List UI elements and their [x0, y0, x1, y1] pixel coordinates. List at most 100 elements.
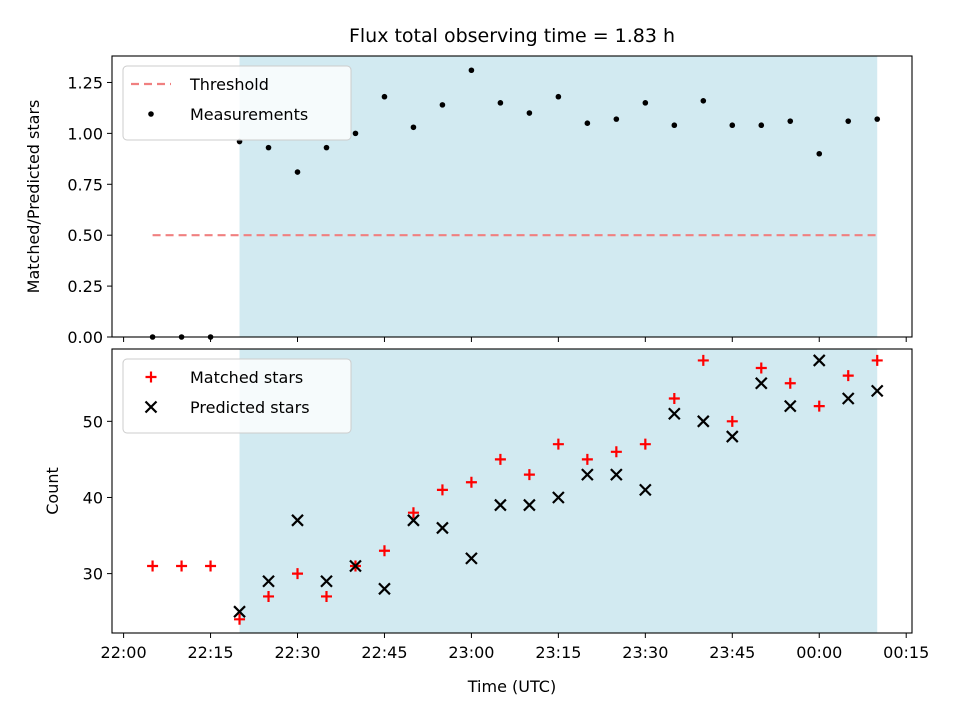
- data-point: [378, 545, 390, 557]
- data-point: [378, 582, 391, 596]
- legend-plus-swatch: [145, 371, 157, 383]
- data-point: [465, 476, 477, 488]
- axes-frame: [111, 348, 913, 634]
- data-point: [642, 100, 649, 106]
- data-point: [581, 468, 594, 481]
- axes-frame: [111, 55, 913, 338]
- y-tick-label: 0.50: [67, 226, 103, 245]
- data-point: [871, 354, 883, 366]
- data-point: [407, 514, 420, 527]
- data-point: [494, 498, 507, 512]
- data-point: [671, 122, 678, 129]
- y-tick-label: 50: [83, 412, 103, 431]
- data-point: [813, 400, 825, 412]
- panel-bottom: 30 40 50 Count 22:00 22:15 22:30 22:45 23:00 23:1…: [43, 348, 929, 662]
- data-point: [555, 93, 562, 100]
- data-point: [263, 590, 275, 602]
- x-tick-label: 22:15: [187, 643, 233, 662]
- legend-label: Predicted stars: [190, 398, 310, 417]
- legend-box: [122, 65, 352, 141]
- data-point: [523, 469, 535, 481]
- data-point: [610, 446, 622, 458]
- legend-dot-swatch: [148, 111, 154, 117]
- data-point: [758, 122, 765, 129]
- data-point: [407, 507, 419, 519]
- x-tick-label: 23:00: [448, 643, 494, 662]
- data-point: [436, 484, 448, 496]
- data-point: [294, 169, 301, 175]
- data-point: [668, 392, 680, 404]
- legend: Matched stars Predicted stars: [122, 358, 352, 434]
- y-tick-label: 1.00: [67, 124, 103, 143]
- data-point: [726, 415, 738, 427]
- data-point: [816, 150, 823, 157]
- data-point: [842, 370, 854, 382]
- data-point: [323, 144, 330, 151]
- data-point: [755, 362, 767, 374]
- y-tick-label: 30: [83, 565, 103, 584]
- data-point: [526, 110, 533, 116]
- data-point: [320, 590, 332, 602]
- x-tick-label: 23:45: [709, 643, 755, 662]
- data-point: [697, 354, 709, 366]
- data-point: [320, 574, 333, 588]
- data-point: [729, 122, 736, 129]
- data-point: [436, 521, 449, 535]
- data-point: [349, 559, 362, 573]
- series-measurements: [149, 67, 881, 340]
- data-point: [870, 384, 884, 398]
- data-point: [841, 392, 855, 405]
- y-tick-label: 40: [83, 488, 103, 507]
- data-point: [205, 560, 217, 572]
- data-point: [845, 118, 852, 124]
- data-point: [465, 552, 478, 565]
- series-predicted-stars: [233, 354, 884, 618]
- data-point: [668, 407, 681, 420]
- data-point: [233, 605, 246, 618]
- data-point: [697, 415, 710, 428]
- data-point: [783, 399, 797, 413]
- data-point: [292, 568, 304, 580]
- panel-top: 0.00 0.25 0.50 0.75 1.00 1.25 Matched/Predicte…: [24, 55, 913, 347]
- data-point: [784, 377, 796, 389]
- series-matched-stars: [147, 354, 883, 625]
- data-point: [176, 560, 188, 572]
- chart-title: Flux total observing time = 1.83 h: [349, 25, 675, 47]
- data-point: [754, 376, 768, 390]
- data-point: [147, 560, 159, 572]
- legend-box: [122, 358, 352, 434]
- data-point: [584, 120, 591, 126]
- x-tick-label: 22:45: [361, 643, 407, 662]
- legend: Threshold Measurements: [122, 65, 352, 141]
- data-point: [352, 130, 359, 137]
- data-point: [234, 613, 246, 625]
- y-tick-label: 0.25: [67, 277, 103, 296]
- y-axis-label: Matched/Predicted stars: [24, 100, 43, 294]
- legend-x-swatch: [144, 400, 158, 414]
- data-point: [639, 483, 652, 497]
- data-point: [410, 124, 417, 131]
- x-tick-label: 00:15: [883, 643, 929, 662]
- data-point: [639, 438, 651, 450]
- data-point: [610, 468, 623, 481]
- data-point: [726, 430, 739, 443]
- data-point: [262, 574, 275, 588]
- data-point: [468, 67, 475, 74]
- legend-label: Threshold: [189, 75, 269, 94]
- data-point: [700, 97, 707, 104]
- data-point: [291, 514, 304, 527]
- data-point: [497, 100, 504, 106]
- data-point: [787, 118, 794, 124]
- x-tick-label: 23:15: [535, 643, 581, 662]
- data-point: [552, 491, 565, 504]
- y-tick-label: 0.00: [67, 328, 103, 347]
- y-tick-label: 1.25: [67, 73, 103, 92]
- x-tick-label: 00:00: [796, 643, 842, 662]
- y-axis-label: Count: [43, 467, 62, 515]
- x-axis-label: Time (UTC): [467, 677, 556, 696]
- data-point: [523, 498, 536, 512]
- data-point: [581, 453, 593, 465]
- data-point: [381, 93, 388, 100]
- data-point: [439, 102, 446, 108]
